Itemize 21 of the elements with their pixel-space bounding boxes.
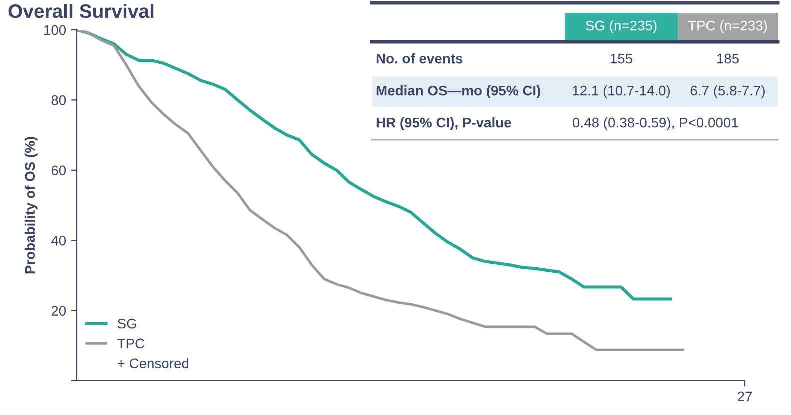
annotation: 185 [717, 54, 740, 64]
y-tick-label: 80 [52, 96, 66, 106]
y-tick-label: 20 [52, 306, 66, 316]
annotation: No. of events [376, 54, 463, 64]
y-axis-title: Probability of OS (%) [24, 137, 38, 274]
annotation: SG (n=235) [586, 20, 657, 34]
legend-label: TPC [118, 338, 145, 349]
y-tick-label: 60 [52, 166, 66, 176]
legend-label: SG [118, 318, 136, 329]
text: 27 [738, 392, 752, 402]
annotation: 155 [610, 54, 633, 64]
y-tick-label: 100 [44, 25, 66, 36]
annotation: 6.7 (5.8-7.7) [690, 86, 765, 98]
y-tick-label: 40 [51, 236, 66, 246]
annotation: 0.48 (0.38-0.59), P<0.0001 [573, 118, 738, 130]
annotation: Median OS—mo (95% CI) [376, 86, 540, 98]
annotation: TPC (n=233) [688, 20, 768, 34]
annotation: HR (95% CI), P-value [376, 118, 512, 130]
chart-title: Overall Survival [8, 4, 154, 18]
annotation: 12.1 (10.7-14.0) [573, 86, 670, 98]
annotation: + Censored [118, 358, 189, 369]
